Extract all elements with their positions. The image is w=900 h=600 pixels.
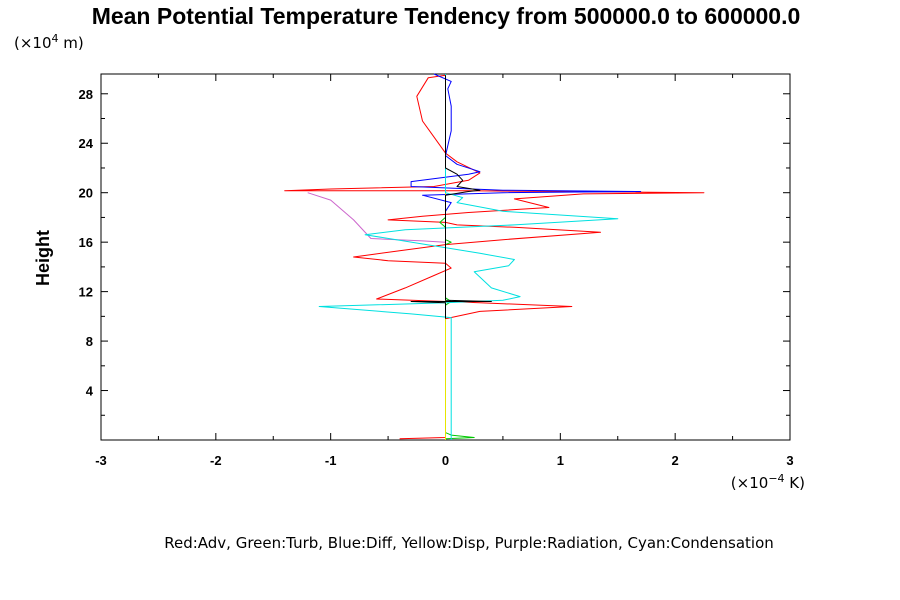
x-tick-label: -1 [325,453,337,468]
x-tick-label: 0 [442,453,449,468]
series-condensation [318,74,619,440]
x-tick-label: -3 [95,453,107,468]
series-turb [439,75,475,440]
x-unit-label: (×10−4 K) [731,472,805,492]
chart-title: Mean Potential Temperature Tendency from… [92,3,801,29]
x-tick-label: -2 [210,453,222,468]
y-tick-label: 24 [79,136,94,151]
y-unit-label: (×104 m) [14,32,84,52]
y-tick-label: 12 [79,285,93,300]
legend-text: Red:Adv, Green:Turb, Blue:Diff, Yellow:D… [164,534,774,552]
y-tick-label: 20 [79,186,93,201]
series-diff [410,73,642,437]
x-tick-label: 2 [672,453,679,468]
x-tick-label: 3 [786,453,793,468]
y-tick-labels: 4 8 12 16 20 24 28 [79,87,94,399]
y-tick-label: 8 [86,334,93,349]
y-tick-label: 4 [86,384,94,399]
series-layer [284,73,705,440]
x-tick-labels: -3 -2 -1 0 1 2 3 [95,453,793,468]
x-tick-label: 1 [557,453,564,468]
y-tick-label: 16 [79,235,93,250]
series-adv [284,74,705,440]
y-axis-label: Height [33,230,53,286]
y-tick-label: 28 [79,87,93,102]
series-unlabeled [410,75,492,319]
